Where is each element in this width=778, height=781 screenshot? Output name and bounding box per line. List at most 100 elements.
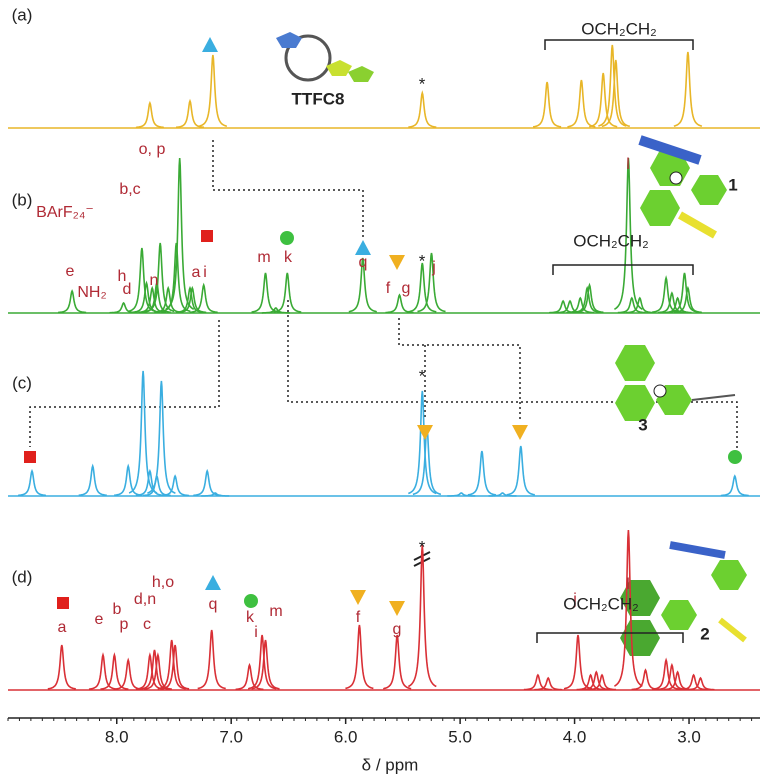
bracket bbox=[544, 39, 694, 50]
peak bbox=[251, 272, 280, 313]
peak bbox=[251, 639, 280, 690]
peak bbox=[588, 673, 616, 691]
peak-annotation: OCH₂CH₂ bbox=[581, 19, 657, 38]
peak-annotation: l bbox=[626, 156, 630, 173]
peak-annotation: f bbox=[356, 609, 361, 626]
peak bbox=[47, 644, 76, 690]
peak bbox=[88, 652, 118, 690]
peak-annotation: a bbox=[58, 619, 67, 636]
molecule-1 bbox=[638, 135, 727, 239]
peak bbox=[348, 257, 377, 313]
connector bbox=[287, 300, 738, 448]
marker-circle bbox=[244, 594, 258, 608]
peak bbox=[651, 657, 681, 691]
peak bbox=[408, 262, 437, 313]
marker-triangle bbox=[389, 601, 405, 616]
peak-annotation: 1 bbox=[728, 175, 737, 194]
peak bbox=[178, 285, 207, 314]
peak bbox=[506, 445, 535, 496]
peak bbox=[534, 676, 563, 691]
peak bbox=[575, 282, 604, 314]
peak bbox=[663, 296, 692, 314]
peak-annotation: * bbox=[419, 251, 426, 270]
peak bbox=[18, 468, 46, 497]
peak bbox=[614, 529, 643, 687]
molecule-3 bbox=[615, 345, 736, 421]
peak-annotation: o, p bbox=[139, 141, 166, 158]
peak-annotation: b bbox=[113, 601, 122, 618]
peak bbox=[408, 90, 437, 128]
x-tick-label: 8.0 bbox=[105, 727, 129, 746]
peak bbox=[385, 293, 414, 314]
panel-label: (c) bbox=[12, 373, 32, 392]
peak bbox=[567, 79, 596, 128]
peak bbox=[582, 670, 611, 691]
x-tick-label: 6.0 bbox=[334, 727, 358, 746]
peak bbox=[601, 59, 631, 128]
peak-annotation: 2 bbox=[700, 624, 709, 643]
peak-annotation: i bbox=[203, 264, 207, 281]
marker-triangle bbox=[202, 37, 218, 52]
peak-annotation: OCH₂CH₂ bbox=[563, 594, 639, 613]
peak-annotation: TTFC8 bbox=[292, 89, 345, 108]
peak bbox=[563, 634, 593, 690]
marker-triangle bbox=[389, 255, 405, 270]
peak bbox=[345, 624, 374, 690]
peak-annotation: k bbox=[284, 249, 293, 266]
peak bbox=[193, 468, 222, 497]
peak-annotation: 3 bbox=[638, 415, 647, 434]
peak bbox=[657, 291, 686, 314]
peak bbox=[146, 242, 175, 313]
marker-square bbox=[24, 451, 36, 463]
marker-square bbox=[201, 230, 213, 242]
peak-annotation: j bbox=[431, 259, 436, 276]
peak bbox=[383, 634, 412, 690]
peak bbox=[523, 673, 552, 691]
peak-annotation: OCH₂CH₂ bbox=[573, 231, 649, 250]
peak bbox=[57, 289, 87, 314]
bracket bbox=[536, 632, 684, 643]
peak-annotation: i bbox=[254, 624, 258, 641]
connector bbox=[398, 318, 521, 420]
peak bbox=[235, 662, 264, 691]
peak-annotation: l bbox=[626, 576, 630, 593]
marker-square bbox=[57, 597, 69, 609]
peak bbox=[720, 474, 749, 497]
peak bbox=[417, 252, 446, 313]
peak-annotation: e bbox=[95, 611, 104, 628]
peak bbox=[532, 81, 562, 128]
panel-label: (a) bbox=[12, 5, 33, 24]
peak-annotation: n bbox=[150, 272, 159, 289]
peak-annotation: h,o bbox=[152, 574, 174, 591]
peak-annotation: m bbox=[269, 603, 282, 620]
peak-annotation: g bbox=[393, 621, 402, 638]
peak bbox=[160, 644, 190, 690]
peak bbox=[198, 54, 228, 127]
peak-annotation: h bbox=[118, 268, 127, 285]
peak bbox=[78, 463, 107, 497]
marker-triangle bbox=[417, 425, 433, 440]
peak bbox=[261, 307, 290, 314]
peak bbox=[598, 44, 627, 127]
peak-annotation: p bbox=[120, 616, 129, 633]
peak-annotation: f bbox=[386, 280, 391, 297]
peak bbox=[576, 673, 605, 691]
peak bbox=[467, 450, 497, 496]
peak bbox=[201, 492, 230, 497]
peak bbox=[673, 285, 702, 314]
peak-annotation: m bbox=[257, 249, 270, 266]
peak bbox=[589, 72, 618, 128]
x-tick-label: 5.0 bbox=[448, 727, 472, 746]
peak bbox=[657, 662, 686, 691]
peak bbox=[631, 668, 660, 691]
x-tick-label: 3.0 bbox=[677, 727, 701, 746]
peak bbox=[197, 629, 226, 690]
peak bbox=[407, 544, 437, 688]
peak bbox=[447, 492, 476, 497]
peak bbox=[408, 390, 437, 495]
marker-triangle bbox=[205, 575, 221, 590]
peak-annotation: k bbox=[246, 609, 255, 626]
peak-annotation: g bbox=[402, 280, 411, 297]
peak bbox=[488, 492, 517, 497]
